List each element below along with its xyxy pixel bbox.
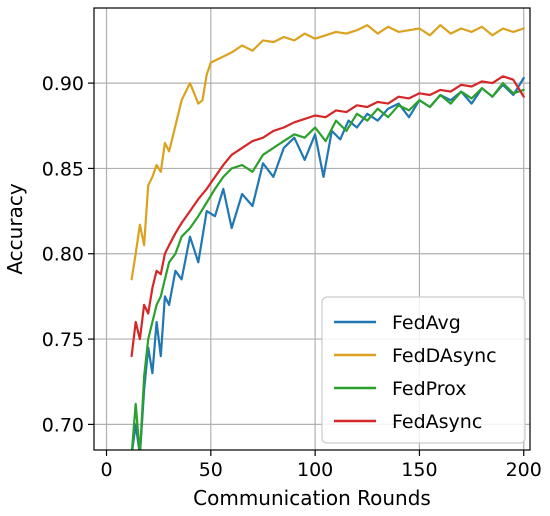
series-lines (130, 24, 525, 450)
x-tick-label: 0 (100, 459, 112, 481)
x-tick-label: 100 (297, 459, 333, 481)
x-tick-label: 50 (199, 459, 223, 481)
y-tick-label: 0.70 (42, 414, 84, 436)
series-line-fedprox (130, 81, 525, 450)
series-line-feddasync (130, 24, 525, 281)
legend-label-feddasync: FedDAsync (392, 345, 497, 367)
y-tick-label: 0.75 (42, 329, 84, 351)
y-tick-label: 0.90 (42, 73, 84, 95)
legend-box (321, 296, 526, 444)
legend-label-fedavg: FedAvg (392, 312, 461, 334)
x-axis-title: Communication Rounds (193, 486, 431, 510)
x-tick-label: 150 (401, 459, 437, 481)
x-tick-label: 200 (506, 459, 542, 481)
y-axis-title: Accuracy (3, 183, 27, 274)
axis-ticks: 0 50 100 150 200 0.70 0.75 0.80 0.85 0.90 (42, 73, 542, 481)
legend-label-fedprox: FedProx (392, 378, 466, 400)
plot-frame (93, 7, 531, 451)
legend-label-fedasync: FedAsync (392, 411, 482, 433)
legend: FedAvg FedDAsync FedProx FedAsync (321, 296, 526, 444)
y-tick-label: 0.85 (42, 158, 84, 180)
series-line-fedasync (130, 75, 525, 358)
y-tick-label: 0.80 (42, 244, 84, 266)
